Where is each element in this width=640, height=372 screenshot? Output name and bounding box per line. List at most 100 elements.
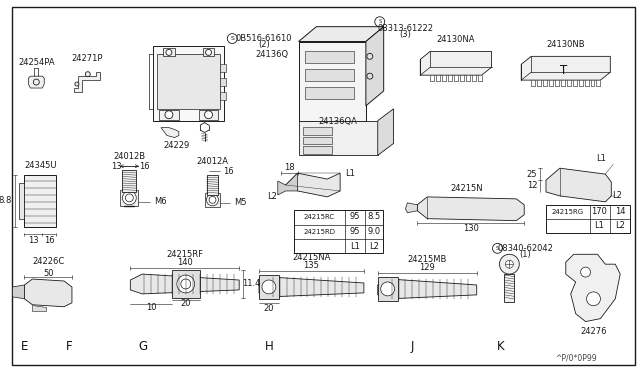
Circle shape bbox=[586, 292, 600, 306]
Polygon shape bbox=[161, 128, 179, 138]
Text: 8.5: 8.5 bbox=[367, 212, 380, 221]
Circle shape bbox=[580, 267, 591, 277]
Polygon shape bbox=[278, 173, 298, 195]
Circle shape bbox=[166, 49, 172, 55]
Bar bbox=[305, 69, 354, 81]
Polygon shape bbox=[259, 277, 364, 297]
Text: 13: 13 bbox=[111, 162, 122, 171]
Text: 24215RD: 24215RD bbox=[303, 228, 335, 234]
Text: 9.0: 9.0 bbox=[367, 227, 380, 236]
Circle shape bbox=[262, 280, 276, 294]
Bar bbox=[159, 110, 179, 120]
Circle shape bbox=[207, 194, 218, 206]
Circle shape bbox=[367, 73, 372, 79]
Text: 129: 129 bbox=[419, 263, 435, 272]
Bar bbox=[172, 270, 200, 298]
Text: 24215RC: 24215RC bbox=[304, 214, 335, 220]
Bar bbox=[198, 110, 218, 120]
Text: 24130NA: 24130NA bbox=[436, 35, 475, 44]
Bar bbox=[305, 87, 354, 99]
Text: 08313-61222: 08313-61222 bbox=[378, 24, 433, 33]
Circle shape bbox=[125, 194, 133, 202]
Bar bbox=[504, 274, 515, 302]
Text: 16: 16 bbox=[44, 236, 54, 245]
Text: (3): (3) bbox=[399, 30, 412, 39]
Text: S: S bbox=[496, 246, 499, 251]
Text: (2): (2) bbox=[258, 40, 270, 49]
Polygon shape bbox=[378, 109, 394, 155]
Polygon shape bbox=[131, 274, 239, 294]
Bar bbox=[259, 275, 279, 299]
Text: 08340-62042: 08340-62042 bbox=[497, 244, 553, 253]
Text: L1: L1 bbox=[595, 221, 604, 230]
Text: 135: 135 bbox=[303, 261, 319, 270]
Bar bbox=[24, 175, 56, 227]
Circle shape bbox=[33, 79, 39, 85]
Text: 170: 170 bbox=[591, 207, 607, 216]
Polygon shape bbox=[417, 197, 524, 221]
Circle shape bbox=[85, 72, 90, 77]
Polygon shape bbox=[205, 193, 220, 207]
Text: 25: 25 bbox=[527, 170, 538, 179]
Text: 11.4: 11.4 bbox=[242, 279, 260, 288]
Text: 13: 13 bbox=[28, 236, 38, 245]
Bar bbox=[220, 78, 227, 86]
Text: M5: M5 bbox=[234, 198, 247, 207]
Text: H: H bbox=[265, 340, 274, 353]
Text: L2: L2 bbox=[612, 192, 622, 201]
Polygon shape bbox=[120, 190, 138, 206]
Circle shape bbox=[367, 54, 372, 59]
Text: 8.8: 8.8 bbox=[0, 196, 12, 205]
Text: 10: 10 bbox=[146, 303, 156, 312]
Text: 95: 95 bbox=[349, 212, 360, 221]
Text: 130: 130 bbox=[463, 224, 479, 233]
Text: L1: L1 bbox=[350, 242, 360, 251]
Bar bbox=[220, 92, 227, 100]
Bar bbox=[294, 210, 383, 253]
Text: 24136QA: 24136QA bbox=[319, 117, 358, 126]
Circle shape bbox=[506, 260, 513, 268]
Text: L1: L1 bbox=[345, 169, 355, 178]
Text: J: J bbox=[410, 340, 413, 353]
Bar bbox=[299, 42, 366, 121]
Bar bbox=[153, 46, 225, 121]
Bar bbox=[203, 48, 214, 56]
Polygon shape bbox=[378, 279, 477, 299]
Circle shape bbox=[209, 196, 216, 203]
Polygon shape bbox=[13, 285, 24, 299]
Text: (1): (1) bbox=[519, 250, 531, 259]
Polygon shape bbox=[74, 72, 100, 92]
Text: 16: 16 bbox=[223, 167, 234, 176]
Text: 24229: 24229 bbox=[164, 141, 190, 150]
Circle shape bbox=[181, 279, 191, 289]
Bar bbox=[19, 183, 24, 219]
Text: 12: 12 bbox=[527, 182, 538, 190]
Circle shape bbox=[165, 111, 173, 119]
Text: 14: 14 bbox=[615, 207, 625, 216]
Bar bbox=[303, 126, 332, 135]
Text: 24271P: 24271P bbox=[71, 54, 102, 63]
Bar bbox=[157, 54, 220, 109]
Polygon shape bbox=[406, 203, 417, 213]
Text: 18: 18 bbox=[284, 163, 295, 172]
Text: 24215RF: 24215RF bbox=[166, 250, 204, 259]
Text: 24215MB: 24215MB bbox=[408, 255, 447, 264]
Text: 24130NB: 24130NB bbox=[547, 40, 585, 49]
Text: S: S bbox=[378, 19, 381, 24]
Text: 24012B: 24012B bbox=[113, 152, 145, 161]
Text: ^P/0*0P99: ^P/0*0P99 bbox=[555, 354, 596, 363]
Text: M6: M6 bbox=[154, 197, 166, 206]
Text: 24254PA: 24254PA bbox=[18, 58, 54, 67]
Polygon shape bbox=[566, 254, 620, 321]
Text: 20: 20 bbox=[264, 304, 274, 313]
Text: F: F bbox=[65, 340, 72, 353]
Circle shape bbox=[375, 17, 385, 27]
Polygon shape bbox=[366, 27, 384, 106]
Bar bbox=[122, 170, 136, 192]
Text: 140: 140 bbox=[177, 258, 193, 267]
Circle shape bbox=[122, 191, 136, 205]
Bar bbox=[163, 48, 175, 56]
Circle shape bbox=[205, 111, 212, 119]
Text: T: T bbox=[561, 64, 568, 77]
Text: 0B516-61610: 0B516-61610 bbox=[236, 34, 292, 43]
